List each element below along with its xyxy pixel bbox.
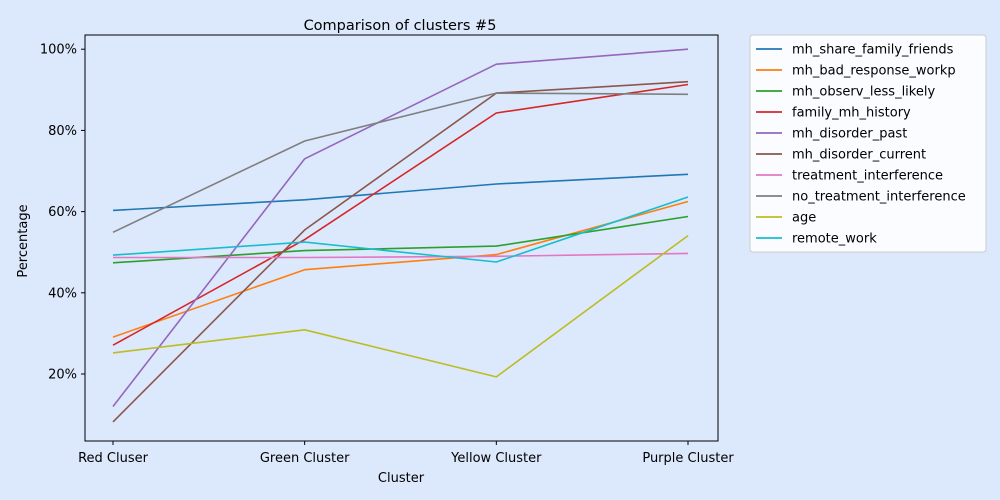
legend-label: remote_work: [792, 232, 877, 247]
x-axis-label: Cluster: [378, 471, 425, 486]
chart-title: Comparison of clusters #5: [304, 18, 497, 34]
x-tick-label: Yellow Cluster: [450, 451, 542, 466]
legend-label: mh_bad_response_workp: [792, 64, 956, 79]
x-tick-label: Red Cluser: [78, 451, 149, 466]
legend-label: family_mh_history: [792, 106, 911, 121]
y-tick-label: 60%: [48, 205, 77, 220]
series-line-no-treatment-interference: [112, 92, 689, 234]
series-line-mh-disorder-past: [112, 48, 689, 407]
y-axis-label: Percentage: [16, 204, 31, 277]
y-tick-label: 40%: [48, 286, 77, 301]
series-line-mh-bad-response-workp: [112, 200, 689, 338]
series-line-family-mh-history: [112, 83, 689, 346]
legend-label: no_treatment_interference: [792, 190, 966, 205]
series-line-remote-work: [112, 196, 689, 263]
legend-label: treatment_interference: [792, 169, 943, 184]
x-tick-label: Green Cluster: [260, 451, 350, 466]
y-tick-label: 80%: [48, 124, 77, 139]
legend-box: [749, 34, 987, 253]
y-tick-label: 20%: [48, 368, 77, 383]
legend-label: age: [792, 211, 816, 226]
legend: mh_share_family_friends mh_bad_response_w…: [749, 34, 987, 253]
legend-label: mh_disorder_past: [792, 127, 907, 142]
y-tick-label: 100%: [40, 43, 77, 58]
legend-label: mh_disorder_current: [792, 148, 926, 163]
legend-label: mh_share_family_friends: [792, 43, 954, 58]
series-line-mh-share-family-friends: [112, 173, 689, 212]
plot-area: [84, 34, 719, 442]
x-tick-label: Purple Cluster: [642, 451, 734, 466]
series-line-mh-disorder-current: [112, 80, 689, 423]
series-line-age: [112, 234, 689, 378]
series-line-treatment-interference: [113, 252, 689, 259]
legend-label: mh_observ_less_likely: [792, 85, 935, 100]
chart-marks: Red Cluser Green Cluster Yellow Cluster Pur…: [40, 43, 734, 466]
